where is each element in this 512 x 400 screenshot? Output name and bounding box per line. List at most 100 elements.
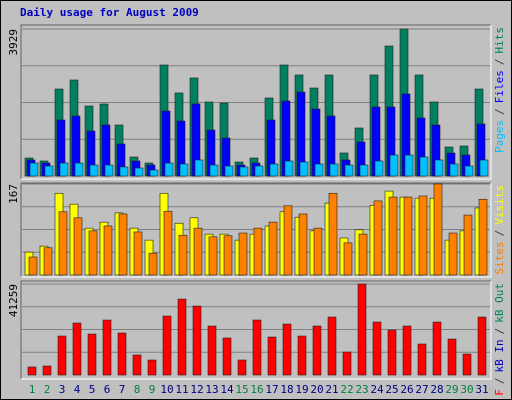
bar (433, 183, 443, 276)
bar (448, 232, 458, 276)
x-tick-label: 31 (475, 383, 488, 396)
bar (432, 321, 442, 376)
x-tick-label: 2 (44, 383, 51, 396)
bar (374, 160, 384, 177)
bar (477, 316, 487, 376)
bar (402, 325, 412, 376)
bar (192, 305, 202, 376)
x-tick-label: 7 (119, 383, 126, 396)
bar (117, 332, 127, 376)
bar (388, 196, 398, 276)
x-tick-label: 22 (340, 383, 353, 396)
bar (239, 166, 249, 177)
bar (342, 351, 352, 376)
x-tick-label: 23 (355, 383, 368, 396)
bar (42, 365, 52, 376)
panel-edge (20, 24, 491, 179)
bar (343, 242, 353, 276)
bar (359, 164, 369, 177)
bar (223, 235, 233, 276)
x-tick-label: 21 (325, 383, 338, 396)
bar (403, 196, 413, 276)
panel-edge (21, 25, 492, 180)
bar (269, 163, 279, 177)
bar (328, 192, 338, 276)
x-tick-label: 1 (29, 383, 36, 396)
y-tick-label: 167 (7, 184, 20, 204)
bar (419, 156, 429, 177)
bar (312, 325, 322, 376)
y-tick-label: 3929 (7, 29, 20, 56)
x-tick-label: 3 (59, 383, 66, 396)
legend-entry: Sites (493, 241, 506, 274)
bar (29, 162, 39, 177)
legend: Sites / Visits (493, 185, 506, 275)
bar (224, 165, 234, 177)
bar (73, 217, 83, 276)
x-tick-label: 29 (445, 383, 458, 396)
legend-separator: / (493, 108, 506, 115)
x-tick-label: 24 (370, 383, 384, 396)
legend-separator: / (493, 230, 506, 237)
x-tick-label: 14 (220, 383, 234, 396)
legend-entry: kB F (493, 389, 506, 400)
x-tick-label: 4 (74, 383, 81, 396)
bar (194, 159, 204, 177)
bar (284, 160, 294, 177)
legend-separator: / (493, 328, 506, 335)
bar (417, 343, 427, 376)
bar (207, 325, 217, 376)
bar (357, 283, 367, 376)
bar (253, 227, 263, 276)
bar (163, 210, 173, 276)
bar (118, 213, 128, 276)
bar (209, 164, 219, 177)
bar (177, 298, 187, 376)
legend: kB F / kB In / kB Out (493, 283, 506, 400)
x-tick-label: 16 (250, 383, 263, 396)
bar (387, 329, 397, 376)
bar (88, 230, 98, 276)
bar (28, 256, 38, 276)
bar (314, 163, 324, 177)
bar (268, 221, 278, 276)
bar (193, 227, 203, 276)
x-tick-label: 12 (190, 383, 203, 396)
x-tick-label: 19 (295, 383, 308, 396)
x-tick-label: 30 (460, 383, 473, 396)
bar (344, 164, 354, 177)
bar (238, 232, 248, 276)
panel-edge (20, 182, 491, 277)
x-tick-label: 26 (400, 383, 413, 396)
x-tick-label: 9 (149, 383, 156, 396)
bar (133, 231, 143, 276)
x-tick-label: 10 (160, 383, 173, 396)
bar (297, 335, 307, 376)
bar (72, 322, 82, 376)
bar (27, 366, 37, 376)
bar (299, 161, 309, 177)
bar (464, 165, 474, 177)
legend-entry: Visits (493, 185, 506, 225)
bar (178, 234, 188, 276)
chart-title: Daily usage for August 2009 (20, 6, 199, 19)
bar (327, 316, 337, 376)
bar (87, 333, 97, 376)
legend-entry: Files (493, 70, 506, 103)
bar (89, 164, 99, 177)
legend-separator: / (493, 378, 506, 385)
x-tick-label: 11 (175, 383, 188, 396)
y-tick-label: 41259 (7, 284, 20, 317)
bar (478, 198, 488, 276)
legend-entry: Pages (493, 120, 506, 153)
bar (418, 195, 428, 276)
bar (267, 336, 277, 376)
bar (373, 200, 383, 276)
x-tick-label: 28 (430, 383, 443, 396)
bar (282, 323, 292, 376)
legend: Pages / Files / Hits (493, 27, 506, 153)
bar (149, 169, 159, 177)
legend-entry: kB In (493, 339, 506, 372)
bar (404, 154, 414, 177)
